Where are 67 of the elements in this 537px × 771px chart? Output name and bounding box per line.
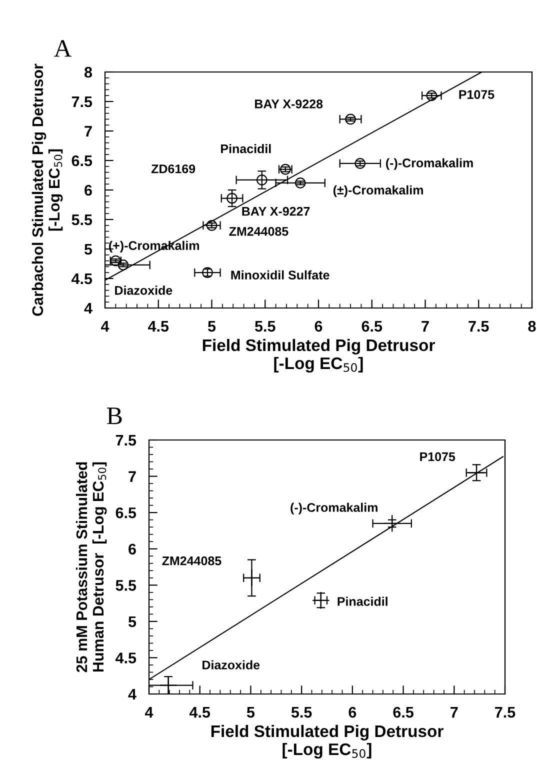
- annotation: Diazoxide: [202, 660, 260, 670]
- x-tick-label: 4.5: [148, 321, 169, 332]
- annotation: ZM244085: [162, 556, 222, 566]
- point: [383, 514, 401, 532]
- annotation: (±)-Cromakalim: [333, 185, 423, 198]
- annotation: ZD6169: [151, 164, 196, 174]
- annotation: Diazoxide: [115, 286, 172, 295]
- point: [468, 464, 486, 482]
- annotation: (-)-Cromakalim: [290, 502, 378, 514]
- point: [256, 174, 268, 186]
- y-tick-label: 6.5: [116, 507, 136, 518]
- annotation: (-)-Cromakalim: [386, 158, 473, 170]
- point: [312, 591, 330, 610]
- y-tick-label: 5.5: [72, 214, 92, 226]
- point: [226, 192, 238, 204]
- point: [294, 178, 306, 188]
- x-tick-label: 6: [314, 320, 322, 332]
- chart-title: A: [54, 40, 72, 57]
- y-tick-label: 7: [84, 126, 92, 137]
- y-tick-label: 4.5: [71, 274, 92, 284]
- x-tick-label: 7: [450, 707, 458, 718]
- x-axis-title: Field Stimulated Pig Detrusor [-Log EC$_{50}$]: [211, 724, 444, 759]
- x-tick-label: 4: [144, 707, 154, 718]
- annotation: Pinacidil: [338, 596, 388, 606]
- y-tick-label: 4.5: [115, 652, 136, 664]
- chart-title: B: [107, 408, 122, 424]
- x-tick-label: 6.5: [393, 706, 414, 718]
- y-tick-label: 5.5: [116, 580, 136, 591]
- y-axis-title: Carbachol Stimulated Pig Detrusor [-Log EC$_{50}$]: [32, 64, 63, 316]
- y-tick-label: 7: [128, 471, 136, 482]
- y-tick-label: 6: [84, 184, 92, 196]
- annotation: BAY X-9227: [242, 206, 310, 216]
- x-tick-label: 4.5: [189, 707, 210, 718]
- annotation: Minoxidil Sulfate: [231, 270, 330, 280]
- x-tick-label: 5.5: [291, 707, 312, 718]
- x-tick-label: 4: [100, 321, 110, 332]
- point: [159, 676, 178, 694]
- y-axis-title: 25 mM Potassium Stimulated Human Detrusor [-Log EC$_{50}$]: [76, 462, 107, 672]
- point: [354, 158, 366, 169]
- x-tick-label: 6: [348, 706, 356, 718]
- annotation: Pinacidil: [221, 144, 271, 154]
- y-tick-label: 8: [84, 66, 92, 78]
- y-tick-label: 4: [84, 303, 92, 314]
- y-tick-label: 7.5: [116, 435, 136, 446]
- point: [242, 569, 261, 587]
- annotation: P1075: [459, 90, 494, 99]
- x-tick-label: 5: [246, 707, 255, 718]
- x-axis-title: Field Stimulated Pig Detrusor [-Log EC$_{50}$]: [202, 338, 435, 373]
- y-tick-label: 5: [84, 244, 92, 255]
- x-tick-label: 5: [208, 321, 216, 332]
- y-tick-label: 5: [128, 616, 136, 628]
- x-tick-label: 8: [528, 320, 536, 332]
- point: [345, 114, 356, 125]
- y-tick-label: 4: [128, 689, 136, 700]
- y-tick-label: 6: [128, 544, 136, 555]
- annotation: P1075: [420, 452, 456, 462]
- x-tick-label: 7.5: [468, 321, 489, 332]
- point: [426, 90, 438, 102]
- annotation: ZM244085: [229, 226, 288, 236]
- x-tick-label: 6.5: [362, 320, 382, 332]
- y-tick-label: 6.5: [72, 155, 92, 166]
- x-tick-label: 7.5: [495, 707, 516, 718]
- y-tick-label: 7.5: [72, 96, 92, 108]
- x-tick-label: 5.5: [254, 321, 276, 332]
- annotation: BAY X-9228: [255, 100, 323, 108]
- point: [206, 220, 218, 231]
- x-tick-label: 7: [422, 321, 429, 332]
